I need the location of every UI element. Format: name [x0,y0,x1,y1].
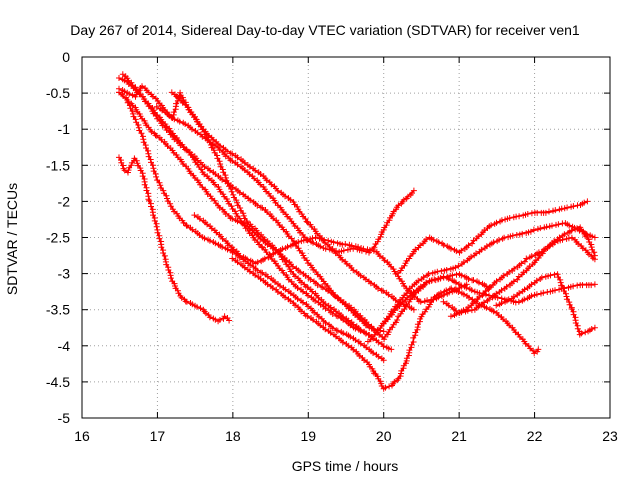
series-markers [116,154,233,325]
series-markers [380,220,598,327]
series-sat-2 [116,89,372,338]
series-layer [116,71,598,392]
x-tick-label: 21 [451,428,467,444]
y-tick-label: -1.5 [46,157,70,173]
series-sat-12 [380,220,598,327]
x-tick-label: 18 [225,428,241,444]
series-markers [493,271,598,338]
series-sat-13 [395,198,591,276]
y-tick-label: -2.5 [46,230,70,246]
series-sat-1 [116,154,233,325]
x-tick-label: 17 [150,428,166,444]
y-tick-label: -1 [58,121,71,137]
axis-ticks: 16 17 18 19 20 21 22 23 0 -0.5 -1 -1.5 -2 -2.5 -3 -3.5 -… [46,49,618,444]
series-markers [153,103,417,256]
y-tick-label: -4.5 [46,374,70,390]
x-tick-label: 22 [527,428,543,444]
y-tick-label: -4 [58,338,71,354]
x-tick-label: 19 [300,428,316,444]
y-axis-label: SDTVAR / TECUs [4,183,20,295]
series-markers [395,198,591,276]
series-markers [119,71,387,335]
x-axis-label: GPS time / hours [292,458,399,474]
series-markers [447,234,598,320]
y-tick-label: -5 [58,410,71,426]
series-sat-16 [493,271,598,338]
series-markers [229,255,542,392]
x-tick-label: 23 [602,428,618,444]
y-tick-label: -3.5 [46,302,70,318]
y-tick-label: -0.5 [46,85,70,101]
series-sat-15 [447,234,598,320]
y-tick-label: 0 [62,49,70,65]
chart-title: Day 267 of 2014, Sidereal Day-to-day VTE… [70,22,580,38]
x-tick-label: 16 [74,428,90,444]
y-tick-label: -2 [58,193,71,209]
x-tick-label: 20 [376,428,392,444]
y-tick-label: -3 [58,266,71,282]
